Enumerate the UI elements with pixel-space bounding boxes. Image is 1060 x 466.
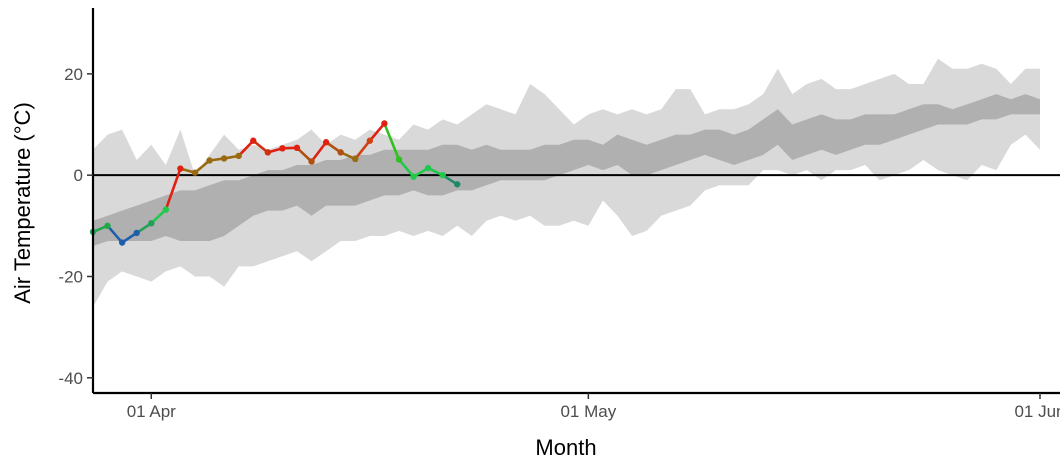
observed-point [279,145,286,152]
observed-point [322,139,330,146]
observed-point [133,229,140,237]
observed-point [177,165,184,172]
observed-point [220,155,228,162]
observed-point [439,171,446,179]
observed-point [235,152,242,160]
observed-point [162,206,170,213]
observed-point [352,155,359,163]
observed-point [264,149,272,156]
y-axis-title: Air Temperature (°C) [10,102,35,304]
y-tick-label: 20 [64,65,83,84]
observed-line-segment [295,146,313,163]
observed-point [308,158,315,165]
observed-point [410,173,417,180]
climatology-bands [93,58,1040,307]
observed-point [293,144,301,152]
x-axis-ticks: 01 Apr 01 May 01 Jun [127,393,1060,421]
y-tick-label: 0 [74,166,83,185]
axes [91,8,1060,395]
x-tick-label: 01 Jun [1014,402,1060,421]
observed-line-segment [368,122,386,143]
observed-point [191,169,199,176]
observed-line-segment [397,158,415,178]
inner-range-band [93,94,1040,247]
observed-line-segment [164,167,182,211]
observed-point [250,137,257,144]
observed-point [206,157,213,164]
observed-point [381,120,388,127]
x-axis-title: Month [535,435,596,460]
observed-line-segment [149,208,168,225]
observed-point [337,149,344,156]
x-tick-label: 01 May [560,402,616,421]
observed-point [366,137,374,144]
observed-point [104,222,111,230]
observed-line-segment [383,122,401,161]
observed-point [395,156,403,163]
observed-point [118,239,126,246]
observed-line-segment [310,140,328,163]
observed-point [424,164,432,172]
y-tick-label: -20 [58,267,83,286]
x-tick-label: 01 Apr [127,402,176,421]
observed-line-segment [237,139,255,158]
observed-line-segment [353,139,372,161]
observed-point [148,220,155,227]
observed-point [454,181,461,188]
observed-series-points [89,120,461,246]
y-tick-label: -40 [58,369,83,388]
y-axis-ticks: 20 0 -20 -40 [58,65,93,388]
observed-line-segment [106,224,124,244]
